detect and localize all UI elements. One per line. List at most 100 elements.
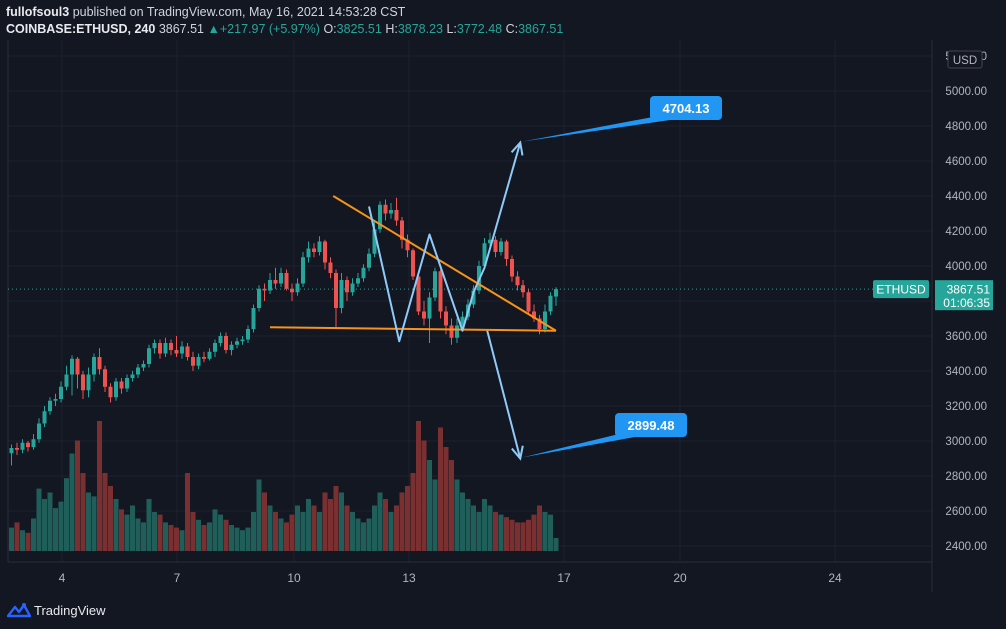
- low-label: L:: [446, 22, 457, 36]
- price-tick-label: 3200.00: [945, 401, 987, 413]
- symbol-name[interactable]: COINBASE:ETHUSD, 240: [6, 22, 156, 36]
- high-value: 3878.23: [397, 22, 443, 36]
- candle: [273, 267, 278, 289]
- candle: [9, 444, 14, 466]
- candle: [268, 273, 272, 294]
- candle: [543, 304, 547, 333]
- price-tick-label: 2800.00: [945, 471, 987, 483]
- volume-bar: [454, 479, 460, 551]
- volume-bar: [542, 512, 548, 551]
- candle: [438, 269, 443, 319]
- candle-body: [521, 285, 525, 293]
- publisher-name[interactable]: fullofsoul3: [6, 5, 70, 19]
- volume-bar: [328, 499, 333, 551]
- target-label: 4704.13: [663, 101, 710, 116]
- volume-bar: [75, 440, 80, 551]
- candle: [279, 267, 283, 287]
- candle-body: [499, 241, 503, 252]
- candle: [284, 269, 289, 291]
- volume-bar: [190, 512, 196, 551]
- candle-body: [213, 343, 217, 352]
- candle: [257, 285, 261, 312]
- candle-body: [334, 273, 338, 308]
- candle-body: [42, 411, 47, 424]
- volume-bar: [355, 518, 361, 551]
- publish-line: fullofsoul3 published on TradingView.com…: [6, 5, 405, 19]
- price-tick-label: 4600.00: [945, 156, 987, 168]
- candle-body: [372, 229, 377, 254]
- volume-bar: [69, 453, 75, 551]
- volume-bar: [58, 501, 64, 551]
- candle-body: [251, 308, 256, 329]
- candle-body: [537, 318, 542, 329]
- candle-body: [191, 357, 195, 366]
- trendlines: [269, 195, 557, 332]
- pattern-path: [368, 142, 522, 343]
- price-tick-label: 4000.00: [945, 261, 987, 273]
- candle-body: [125, 378, 129, 389]
- candle-body: [15, 448, 19, 450]
- candle-body: [438, 271, 443, 312]
- volume-bar: [295, 505, 300, 551]
- candle-body: [163, 343, 168, 354]
- price-chart[interactable]: 4704.132899.485200.005000.004800.004600.…: [0, 0, 1006, 592]
- candle: [521, 280, 525, 298]
- volume-bar: [394, 505, 399, 551]
- volume-bar: [163, 522, 168, 551]
- volume-bar: [240, 530, 245, 551]
- candle-body: [81, 374, 85, 391]
- candle-body: [92, 357, 96, 375]
- candle: [59, 381, 63, 403]
- candle: [350, 278, 355, 296]
- candle: [334, 269, 338, 328]
- candle: [86, 367, 91, 398]
- time-tick-label: 13: [402, 571, 416, 585]
- volume-bar: [471, 505, 476, 551]
- price-tick-label: 3600.00: [945, 331, 987, 343]
- volume-bar: [317, 512, 322, 551]
- candle: [202, 351, 206, 363]
- candle-body: [37, 423, 41, 440]
- volume-bar: [504, 517, 509, 551]
- volume-bar: [366, 518, 372, 551]
- countdown-label: 01:06:35: [943, 296, 990, 310]
- volume-bar: [108, 486, 113, 551]
- candle: [224, 332, 228, 354]
- volume-bar: [196, 519, 201, 551]
- candle: [81, 371, 85, 399]
- volume-bar: [256, 479, 262, 551]
- volume-bar: [135, 518, 141, 551]
- tradingview-brand[interactable]: TradingView: [34, 603, 106, 618]
- volume-bar: [25, 532, 31, 551]
- candle-body: [284, 273, 289, 289]
- candle-body: [86, 374, 91, 391]
- volume-bar: [262, 492, 267, 551]
- volume-bar: [14, 522, 20, 551]
- candle: [548, 292, 553, 315]
- candle: [174, 336, 179, 357]
- candle-body: [416, 276, 421, 312]
- tradingview-logo-icon[interactable]: [7, 602, 31, 618]
- volume-bar: [476, 512, 482, 551]
- volume-bar: [42, 499, 47, 551]
- callout-box: [650, 96, 722, 120]
- volume-bar: [449, 460, 454, 551]
- volume-bar: [460, 492, 465, 551]
- candle: [207, 348, 212, 361]
- candle: [328, 257, 333, 279]
- candle: [383, 199, 388, 221]
- price-tick-label: 4400.00: [945, 191, 987, 203]
- volume-bar: [152, 512, 157, 551]
- time-tick-label: 17: [557, 571, 571, 585]
- candle-body: [526, 292, 531, 312]
- down-arrowhead-icon: [511, 445, 524, 461]
- volume-bar: [410, 473, 416, 551]
- candle: [108, 383, 113, 403]
- candle-body: [119, 381, 124, 389]
- candle-body: [361, 267, 366, 279]
- candle: [389, 203, 393, 219]
- close-label: C:: [505, 22, 519, 36]
- volume-bar: [427, 460, 432, 551]
- candle: [361, 264, 366, 282]
- volume-bar: [212, 509, 218, 551]
